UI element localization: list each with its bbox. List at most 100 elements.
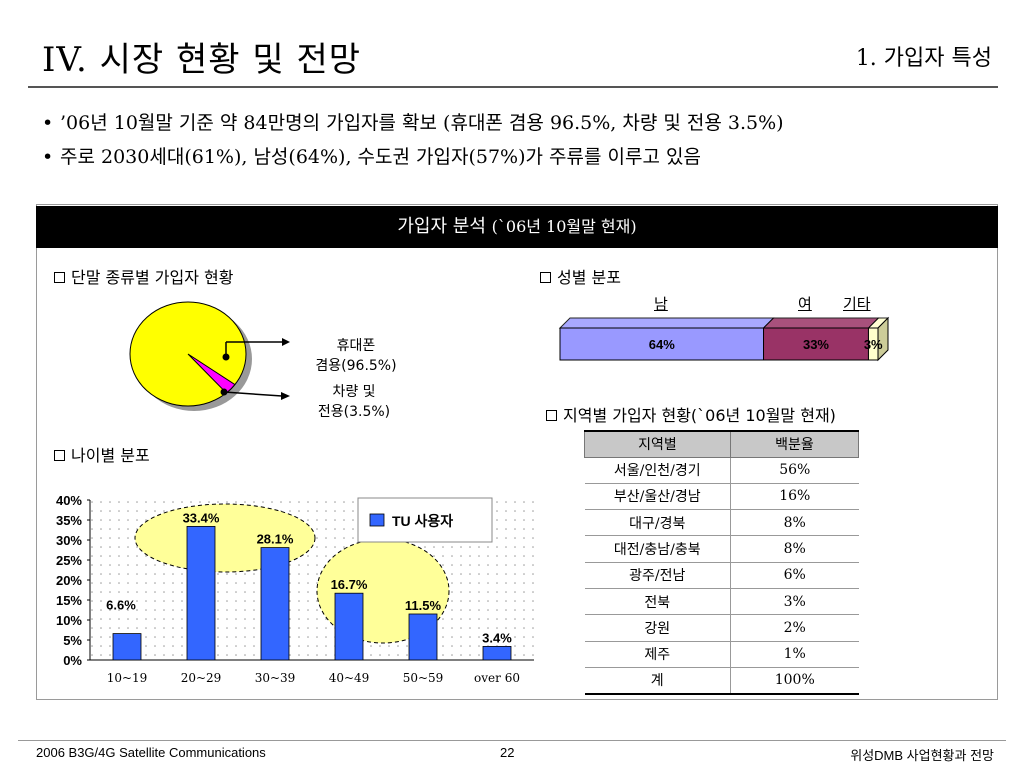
chart-legend: TU 사용자 — [357, 497, 493, 543]
y-tick-label: 20% — [56, 573, 82, 588]
x-tick-label: over 60 — [474, 671, 520, 685]
age-bar — [408, 613, 438, 661]
title-divider — [28, 86, 998, 88]
table-row: 계 100% — [584, 666, 859, 695]
region-cell: 제주 — [584, 640, 731, 668]
table-header-region: 지역별 — [584, 430, 731, 458]
region-section-title: 지역별 가입자 현황(`06년 10월말 현재) — [563, 406, 836, 425]
pie-label-line: 차량 및 — [332, 384, 376, 400]
footer-course: 2006 B3G/4G Satellite Communications — [36, 745, 266, 760]
age-section-title: 나이별 분포 — [71, 446, 150, 465]
bar-value-label: 28.1% — [257, 532, 294, 547]
y-tick-label: 5% — [63, 633, 82, 648]
x-tick-label: 10~19 — [107, 671, 148, 685]
legend-label: TU 사용자 — [392, 513, 453, 529]
x-tick-label: 40~49 — [329, 671, 370, 685]
gender-category-male: 남 — [654, 295, 668, 313]
region-cell: 대구/경북 — [584, 509, 731, 537]
x-tick-label: 30~39 — [255, 671, 296, 685]
bullet-item: • ’06년 10월말 기준 약 84만명의 가입자를 확보 (휴대폰 겸용 96… — [42, 108, 784, 135]
percent-cell: 100% — [730, 666, 859, 695]
age-bar — [334, 592, 364, 661]
table-row: 제주 1% — [584, 640, 859, 668]
y-tick-label: 35% — [56, 513, 82, 528]
y-tick-label: 0% — [63, 653, 82, 668]
bar-value-label: 11.5% — [405, 598, 442, 613]
checkbox-bullet-icon — [54, 450, 65, 461]
region-cell: 서울/인천/경기 — [584, 456, 731, 484]
percent-cell: 1% — [730, 640, 859, 668]
y-tick-label: 40% — [56, 493, 82, 508]
x-tick-label: 20~29 — [181, 671, 222, 685]
panel-title: 가입자 분석 — [397, 216, 486, 237]
table-row: 전북 3% — [584, 587, 859, 616]
y-tick-label: 15% — [56, 593, 82, 608]
table-header-percent: 백분율 — [730, 430, 859, 458]
checkbox-bullet-icon — [546, 410, 557, 421]
region-section-heading: 지역별 가입자 현황(`06년 10월말 현재) — [546, 402, 836, 426]
age-bar — [112, 633, 142, 661]
gender-category-other: 기타 — [843, 295, 871, 313]
device-section-heading: 단말 종류별 가입자 현황 — [54, 264, 233, 288]
page-title: IV. 시장 현황 및 전망 — [42, 40, 362, 80]
percent-cell: 2% — [730, 614, 859, 642]
pie-label-line: 전용(3.5%) — [317, 404, 391, 420]
panel-title-suffix: (`06년 10월말 현재) — [491, 217, 637, 236]
percent-cell: 6% — [730, 561, 859, 589]
pie-label-line: 겸용(96.5%) — [315, 358, 397, 374]
bar-value-label: 6.6% — [106, 598, 136, 613]
age-bar — [186, 526, 216, 661]
percent-cell: 8% — [730, 509, 859, 537]
percent-cell: 56% — [730, 456, 859, 484]
footer-topic: 위성DMB 사업현황과 전망 — [850, 748, 994, 763]
region-cell: 강원 — [584, 614, 731, 642]
age-bar — [482, 645, 512, 661]
region-cell: 부산/울산/경남 — [584, 482, 731, 511]
gender-category-female: 여 — [798, 295, 812, 313]
checkbox-bullet-icon — [540, 272, 551, 283]
region-cell: 광주/전남 — [584, 561, 731, 589]
table-row: 부산/울산/경남 16% — [584, 482, 859, 511]
table-row: 대구/경북 8% — [584, 509, 859, 537]
bar-value-label: 3.4% — [482, 630, 512, 645]
region-cell: 전북 — [584, 587, 731, 616]
pie-label-line: 휴대폰 — [336, 338, 376, 354]
bullet-text: ’06년 10월말 기준 약 84만명의 가입자를 확보 (휴대폰 겸용 96.… — [60, 112, 784, 134]
table-row: 강원 2% — [584, 614, 859, 642]
device-section-title: 단말 종류별 가입자 현황 — [71, 268, 234, 287]
x-tick-label: 50~59 — [403, 671, 444, 685]
table-row: 대전/충남/충북 8% — [584, 535, 859, 563]
gender-section-heading: 성별 분포 — [540, 264, 621, 288]
region-cell: 대전/충남/충북 — [584, 535, 731, 563]
bullet-item: • 주로 2030세대(61%), 남성(64%), 수도권 가입자(57%)가 … — [42, 142, 701, 169]
age-bar-chart: 0% 5% 10% 15% 20% 25% 30% 35% 40% 6.6% 10~19 33.4% 2… — [56, 493, 534, 685]
percent-cell: 3% — [730, 587, 859, 616]
table-row: 광주/전남 6% — [584, 561, 859, 589]
y-tick-label: 25% — [56, 553, 82, 568]
panel-header: 가입자 분석 (`06년 10월말 현재) — [36, 206, 998, 248]
analysis-panel — [36, 204, 998, 700]
bullet-icon: • — [42, 146, 54, 168]
bar-value-label: 33.4% — [183, 510, 220, 525]
bar-value-label: 16.7% — [331, 577, 368, 592]
percent-cell: 8% — [730, 535, 859, 563]
page-number: 22 — [500, 745, 515, 760]
age-bar — [260, 547, 290, 661]
table-header-row: 지역별 백분율 — [584, 430, 859, 458]
legend-swatch — [369, 513, 385, 527]
region-cell: 계 — [584, 666, 731, 695]
y-tick-label: 10% — [56, 613, 82, 628]
footer-divider — [18, 740, 1006, 741]
checkbox-bullet-icon — [54, 272, 65, 283]
age-section-heading: 나이별 분포 — [54, 442, 150, 466]
bullet-text: 주로 2030세대(61%), 남성(64%), 수도권 가입자(57%)가 주… — [60, 146, 701, 168]
table-row: 서울/인천/경기 56% — [584, 456, 859, 484]
bullet-icon: • — [42, 112, 54, 134]
percent-cell: 16% — [730, 482, 859, 511]
y-tick-label: 30% — [56, 533, 82, 548]
gender-section-title: 성별 분포 — [557, 268, 621, 287]
region-table: 지역별 백분율 서울/인천/경기 56% 부산/울산/경남 16% 대구/경북 8% 대전/… — [584, 430, 859, 695]
section-label: 1. 가입자 특성 — [855, 46, 992, 71]
